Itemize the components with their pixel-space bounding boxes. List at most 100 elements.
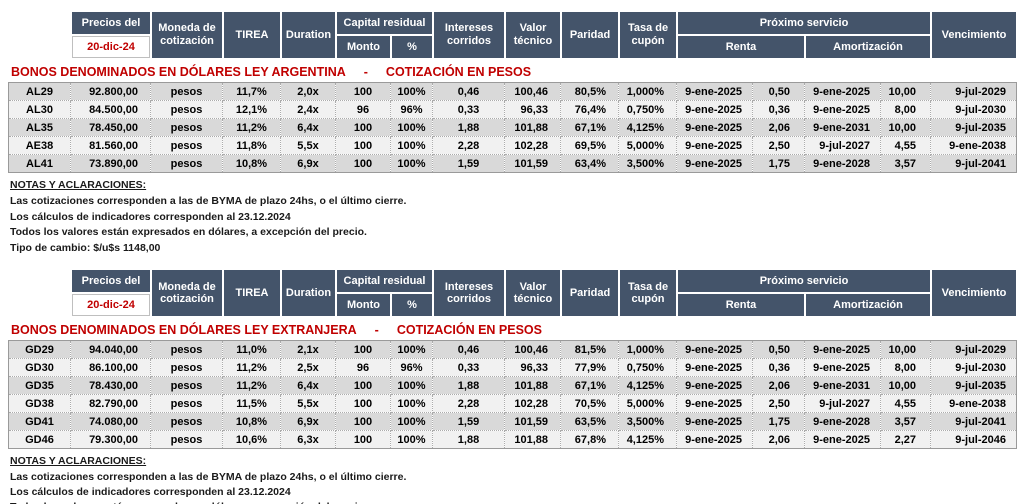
- section-title-extranjera: BONOS DENOMINADOS EN DÓLARES LEY EXTRANJ…: [11, 323, 1016, 337]
- col-header-pct: %: [389, 34, 435, 60]
- note-line: Las cotizaciones corresponden a las de B…: [10, 471, 407, 484]
- bond-data-cell: 100: [335, 154, 391, 173]
- bond-data-cell: 9-jul-2046: [930, 430, 1017, 450]
- col-header-tirea: TIREA: [222, 268, 282, 319]
- bond-data-cell: 2,06: [752, 430, 805, 450]
- bond-data-cell: 3,500%: [618, 154, 677, 173]
- bond-data-cell: 100%: [390, 118, 433, 137]
- bond-data-cell: 84.500,00: [70, 100, 151, 119]
- col-header-intereses: Intereses corridos: [432, 268, 507, 319]
- bond-data-cell: 9-ene-2025: [676, 376, 753, 396]
- bond-data-cell: 10,00: [880, 376, 931, 396]
- bond-data-cell: 9-ene-2025: [804, 82, 881, 101]
- price-date-cell: 20-dic-24: [70, 34, 152, 60]
- bond-data-cell: 4,125%: [618, 376, 677, 396]
- bond-data-cell: 101,88: [504, 118, 561, 137]
- bond-data-cell: 6,3x: [280, 430, 336, 450]
- bond-data-cell: 9-ene-2025: [676, 340, 753, 360]
- bond-data-cell: 100: [335, 82, 391, 101]
- note-line: Los cálculos de indicadores corresponden…: [10, 210, 291, 223]
- bond-data-cell: pesos: [150, 154, 223, 173]
- bond-data-cell: 1,88: [432, 118, 505, 137]
- col-header-monto: Monto: [335, 34, 392, 60]
- bond-data-cell: 9-jul-2030: [930, 100, 1017, 119]
- bond-data-cell: 9-ene-2038: [930, 394, 1017, 414]
- bond-data-cell: 0,46: [432, 82, 505, 101]
- bond-row: GD35 78.430,00 pesos 11,2% 6,4x 100 100% 1,88 10…: [8, 376, 1017, 396]
- bond-data-cell: 1,88: [432, 376, 505, 396]
- price-date-cell: 20-dic-24: [70, 292, 152, 319]
- col-header-vencimiento: Vencimiento: [930, 10, 1019, 60]
- bond-data-cell: 100: [335, 412, 391, 432]
- bond-data-cell: 9-jul-2027: [804, 136, 881, 155]
- bond-ticker-cell: GD46: [8, 430, 71, 450]
- bond-data-cell: 11,2%: [222, 358, 281, 378]
- bond-data-cell: 94.040,00: [70, 340, 151, 360]
- bond-row: AL30 84.500,00 pesos 12,1% 2,4x 96 96% 0,33 96,3…: [8, 100, 1017, 119]
- bond-data-cell: 9-ene-2025: [804, 100, 881, 119]
- bond-data-cell: pesos: [150, 394, 223, 414]
- bond-row: GD38 82.790,00 pesos 11,5% 5,5x 100 100% 2,28 10…: [8, 394, 1017, 414]
- col-header-pct: %: [389, 292, 435, 319]
- col-header-valor-tecnico: Valor técnico: [504, 10, 563, 60]
- bond-data-cell: 9-ene-2025: [676, 136, 753, 155]
- bond-data-cell: 1,000%: [618, 340, 677, 360]
- bond-data-cell: 73.890,00: [70, 154, 151, 173]
- bond-data-cell: 96: [335, 358, 391, 378]
- bond-data-cell: 3,500%: [618, 412, 677, 432]
- bond-data-cell: 67,1%: [560, 376, 619, 396]
- bond-data-cell: 100%: [390, 136, 433, 155]
- col-header-capital-residual: Capital residual: [334, 268, 435, 295]
- col-header-amortizacion: Amortización: [804, 292, 933, 319]
- bond-data-cell: 9-jul-2041: [930, 154, 1017, 173]
- bond-data-cell: 10,8%: [222, 154, 281, 173]
- bond-data-cell: 0,50: [752, 340, 805, 360]
- bond-data-cell: 4,125%: [618, 118, 677, 137]
- bond-data-cell: pesos: [150, 136, 223, 155]
- bond-ticker-cell: GD30: [8, 358, 71, 378]
- bond-data-cell: 2,27: [880, 430, 931, 450]
- bond-data-cell: 100%: [390, 412, 433, 432]
- bond-data-cell: 96%: [390, 358, 433, 378]
- bond-data-cell: 9-ene-2025: [676, 430, 753, 450]
- bond-data-cell: 79.300,00: [70, 430, 151, 450]
- bond-data-cell: 0,46: [432, 340, 505, 360]
- bond-data-cell: 3,57: [880, 154, 931, 173]
- bond-ticker-cell: AL41: [8, 154, 71, 173]
- bond-data-cell: 100%: [390, 394, 433, 414]
- bond-ticker-cell: AL35: [8, 118, 71, 137]
- bond-data-cell: 100%: [390, 376, 433, 396]
- bond-data-cell: 9-jul-2041: [930, 412, 1017, 432]
- bond-data-cell: 0,750%: [618, 100, 677, 119]
- bond-data-cell: 11,5%: [222, 394, 281, 414]
- bond-data-cell: 2,28: [432, 136, 505, 155]
- bond-data-cell: 9-jul-2027: [804, 394, 881, 414]
- bond-data-cell: 9-ene-2031: [804, 376, 881, 396]
- bond-data-cell: 78.430,00: [70, 376, 151, 396]
- note-line: Todos los valores están expresados en dó…: [10, 501, 1016, 504]
- bond-data-cell: 96: [335, 100, 391, 119]
- bond-data-cell: 2,28: [432, 394, 505, 414]
- bond-row: GD41 74.080,00 pesos 10,8% 6,9x 100 100% 1,59 10…: [8, 412, 1017, 432]
- col-header-vencimiento: Vencimiento: [930, 268, 1019, 319]
- section-ley-argentina: Precios del Moneda de cotización TIREA D…: [8, 10, 1019, 254]
- bond-data-cell: 10,00: [880, 118, 931, 137]
- bond-data-cell: 100: [335, 394, 391, 414]
- col-header-proximo-servicio: Próximo servicio: [676, 10, 933, 36]
- bond-data-cell: pesos: [150, 430, 223, 450]
- section-title-cotizacion: COTIZACIÓN EN PESOS: [396, 323, 542, 338]
- bond-data-cell: 102,28: [504, 136, 561, 155]
- bond-data-cell: 100: [335, 340, 391, 360]
- bond-data-cell: pesos: [150, 118, 223, 137]
- bond-data-cell: 86.100,00: [70, 358, 151, 378]
- bond-data-cell: 9-ene-2028: [804, 412, 881, 432]
- bond-data-cell: 96,33: [504, 100, 561, 119]
- bond-data-cell: 80,5%: [560, 82, 619, 101]
- bond-data-cell: 100,46: [504, 82, 561, 101]
- bond-data-cell: 0,36: [752, 358, 805, 378]
- bond-data-cell: 92.800,00: [70, 82, 151, 101]
- bond-data-cell: 1,75: [752, 154, 805, 173]
- bond-data-cell: 6,4x: [280, 118, 336, 137]
- note-line: Todos los valores están expresados en dó…: [10, 226, 367, 239]
- bond-data-cell: 8,00: [880, 358, 931, 378]
